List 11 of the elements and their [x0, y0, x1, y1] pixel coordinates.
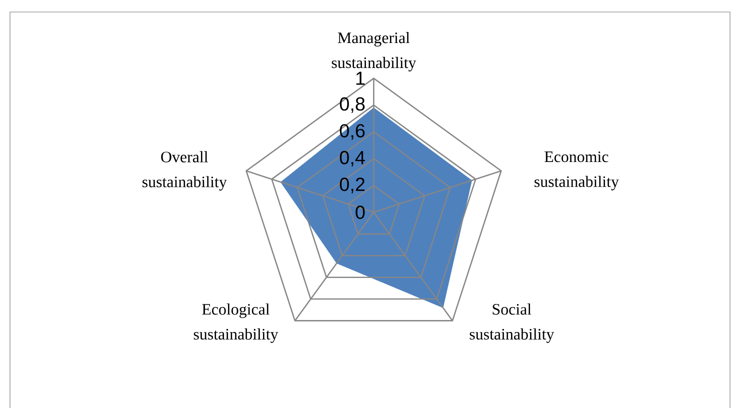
y-tick-label: 1	[356, 72, 365, 85]
y-tick-label: 0,8	[340, 97, 365, 113]
spoke-label: Social sustainability	[470, 303, 554, 343]
spoke-label: Economic sustainability	[534, 151, 619, 190]
y-tick-label: 0	[356, 206, 365, 219]
spoke-label: Managerial sustainability	[332, 32, 416, 72]
spoke-label: Overall sustainability	[142, 151, 227, 191]
y-tick-label: 0,6	[340, 124, 365, 140]
spoke-label: Ecological sustainability	[194, 303, 278, 343]
y-tick-label: 0,2	[340, 178, 365, 194]
y-tick-label: 0,4	[340, 150, 365, 167]
